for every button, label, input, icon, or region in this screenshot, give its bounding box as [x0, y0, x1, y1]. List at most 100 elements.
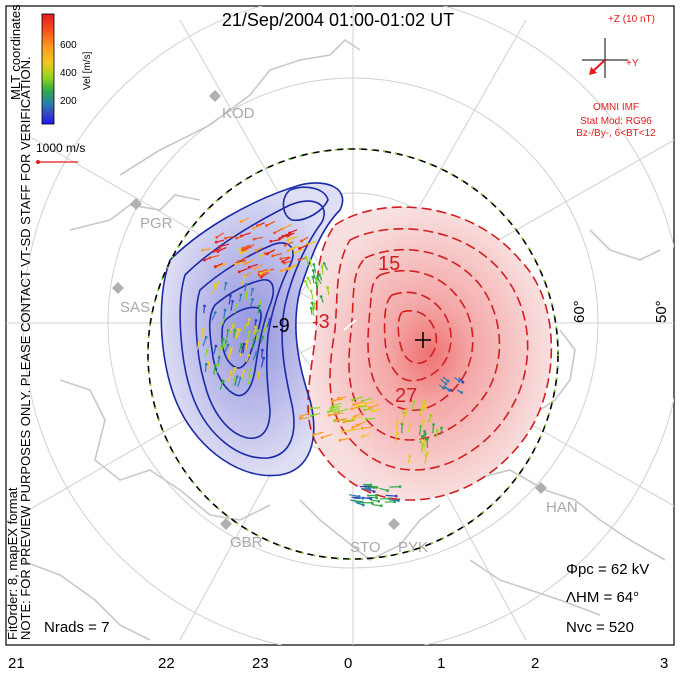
velocity-vector-origin: [326, 286, 329, 289]
velocity-vector-origin: [251, 226, 255, 230]
velocity-vector-origin: [213, 363, 217, 367]
velocity-vector-origin: [423, 429, 426, 433]
velocity-vector: [321, 433, 333, 439]
velocity-vector-origin: [203, 258, 206, 262]
velocity-vector-origin: [334, 418, 338, 422]
velocity-vector-origin: [309, 289, 313, 293]
velocity-vector-origin: [424, 403, 428, 407]
velocity-vector-origin: [442, 386, 446, 390]
velocity-vector: [284, 241, 294, 246]
velocity-vector-origin: [265, 224, 268, 227]
velocity-vector-origin: [243, 262, 247, 266]
velocity-vector-origin: [224, 339, 228, 343]
velocity-vector: [267, 248, 276, 255]
velocity-vector: [313, 264, 317, 274]
velocity-vector-origin: [218, 245, 222, 248]
velocity-vector-origin: [215, 235, 219, 239]
velocity-vector-origin: [379, 504, 383, 508]
velocity-vector: [366, 417, 376, 420]
potential-max-marker: [415, 332, 431, 348]
velocity-vector: [312, 270, 316, 279]
velocity-vector-origin: [226, 328, 230, 332]
velocity-vector-origin: [234, 262, 238, 266]
velocity-vector: [234, 376, 238, 386]
velocity-vector-origin: [245, 290, 249, 294]
velocity-vector: [311, 412, 321, 417]
velocity-vector-origin: [244, 283, 248, 286]
velocity-vector-origin: [387, 497, 391, 501]
velocity-vector-origin: [221, 379, 225, 383]
velocity-vector: [336, 417, 347, 421]
velocity-vector-origin: [457, 379, 461, 383]
preview-notice: NOTE: FOR PREVIEW PURPOSES ONLY. PLEASE …: [18, 56, 33, 640]
velocity-vector: [253, 236, 264, 240]
velocity-vector-origin: [233, 366, 237, 370]
colorbar-tick-400: 400: [60, 68, 77, 79]
velocity-vector-origin: [224, 236, 227, 240]
velocity-vector: [432, 424, 435, 434]
velocity-vector: [310, 407, 321, 409]
velocity-vector-origin: [213, 265, 217, 269]
imf-vector: [591, 59, 606, 73]
velocity-vector: [255, 330, 259, 340]
velocity-vector: [218, 347, 221, 358]
velocity-vector: [354, 412, 363, 418]
contour-label-15: 15: [378, 253, 400, 275]
velocity-vector-origin: [429, 413, 433, 417]
velocity-vector-origin: [207, 361, 210, 365]
velocity-vector-origin: [353, 415, 356, 418]
velocity-vector-origin: [320, 436, 324, 439]
velocity-vector-origin: [213, 311, 217, 315]
velocity-vector-origin: [402, 413, 406, 417]
stat-phi-pc: Φpc = 62 kV: [566, 561, 649, 578]
velocity-vector-origin: [396, 431, 399, 435]
velocity-vector-origin: [223, 308, 227, 312]
velocity-vector: [420, 420, 424, 430]
velocity-vector: [272, 253, 283, 257]
velocity-vector: [353, 401, 364, 406]
velocity-vector-origin: [252, 338, 256, 342]
velocity-vector-origin: [231, 299, 234, 303]
velocity-vector: [211, 284, 216, 294]
velocity-vector-origin: [356, 404, 360, 408]
velocity-vector: [213, 365, 216, 375]
velocity-vector: [211, 312, 216, 321]
velocity-vector-origin: [235, 375, 239, 379]
imf-source: OMNI IMF: [593, 102, 639, 113]
velocity-vector-origin: [320, 265, 324, 268]
velocity-vector-origin: [258, 300, 262, 303]
velocity-vector: [331, 397, 341, 403]
velocity-vector-origin: [248, 374, 252, 378]
hm-boundary-vectors: [147, 148, 559, 560]
velocity-vectors: [196, 217, 465, 508]
colorbar: [41, 13, 55, 125]
velocity-vector-origin: [236, 328, 240, 331]
velocity-vector-origin: [368, 487, 372, 491]
velocity-vector-origin: [238, 248, 241, 252]
velocity-vector-origin: [239, 293, 243, 297]
velocity-vector-origin: [420, 438, 423, 442]
velocity-vector-origin: [234, 303, 238, 307]
velocity-vector: [217, 246, 227, 253]
velocity-vector-origin: [213, 283, 217, 287]
velocity-vector: [249, 299, 254, 308]
station-markers: [112, 90, 547, 530]
velocity-vector-origin: [290, 247, 294, 251]
velocity-scale-dot: [36, 160, 40, 164]
velocity-vector: [352, 416, 363, 419]
velocity-vector: [418, 426, 422, 436]
velocity-vector: [356, 421, 367, 426]
velocity-vector-origin: [361, 503, 365, 507]
velocity-vector: [279, 233, 288, 240]
velocity-vector: [394, 432, 399, 443]
imf-z-label: +Z (10 nT): [608, 14, 655, 25]
velocity-vector-origin: [252, 237, 256, 241]
velocity-vector-origin: [360, 500, 364, 504]
velocity-vector-origin: [350, 428, 354, 432]
velocity-vector-origin: [322, 262, 326, 265]
velocity-vector-origin: [299, 415, 303, 418]
contour-label-neg-9: -9: [272, 315, 290, 337]
velocity-vector-origin: [247, 353, 251, 357]
velocity-vector-origin: [351, 425, 355, 429]
velocity-vector: [230, 301, 234, 311]
